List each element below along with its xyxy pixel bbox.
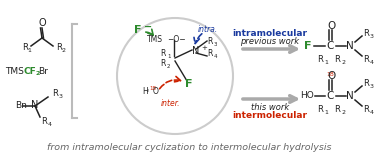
Text: this work: this work	[251, 102, 289, 112]
Text: intra.: intra.	[198, 24, 218, 34]
Text: C: C	[326, 91, 334, 101]
Text: R: R	[363, 29, 369, 37]
Text: 3: 3	[214, 42, 217, 47]
Text: 1: 1	[27, 49, 31, 54]
Text: 18: 18	[326, 73, 334, 78]
Text: R: R	[363, 54, 369, 63]
Text: 4: 4	[370, 59, 374, 64]
Text: R: R	[334, 56, 340, 64]
Text: C: C	[326, 41, 334, 51]
Text: F: F	[185, 79, 193, 89]
Text: R: R	[22, 44, 28, 53]
Text: R: R	[207, 49, 213, 58]
Text: 3: 3	[370, 34, 374, 39]
Text: 1: 1	[167, 54, 170, 59]
Text: 4: 4	[48, 122, 52, 127]
Text: R: R	[317, 56, 323, 64]
Text: previous work: previous work	[240, 37, 299, 46]
Text: ₂: ₂	[147, 88, 149, 93]
Text: R: R	[363, 78, 369, 88]
Text: O: O	[38, 18, 46, 28]
Text: TMS: TMS	[147, 36, 163, 44]
Text: 2: 2	[341, 110, 345, 115]
Text: N: N	[31, 100, 39, 110]
Text: N: N	[346, 41, 354, 51]
Text: inter.: inter.	[160, 100, 180, 109]
Text: R: R	[52, 88, 58, 98]
Text: −: −	[144, 22, 152, 32]
Text: N: N	[192, 46, 200, 56]
Text: intramolecular: intramolecular	[232, 29, 307, 37]
Text: R: R	[160, 49, 166, 58]
Text: R: R	[160, 58, 166, 68]
Text: N: N	[346, 91, 354, 101]
Text: F: F	[134, 25, 142, 35]
Text: Bn: Bn	[15, 102, 27, 110]
Text: 3: 3	[370, 83, 374, 88]
Text: 4: 4	[370, 110, 374, 115]
Text: CF: CF	[24, 66, 37, 76]
Text: R: R	[41, 117, 47, 127]
Text: 18: 18	[149, 86, 156, 91]
Text: O: O	[153, 86, 159, 95]
Text: intermolecular: intermolecular	[232, 110, 307, 119]
Text: R: R	[56, 44, 62, 53]
Text: 2: 2	[61, 49, 65, 54]
Text: H: H	[142, 86, 148, 95]
Text: 2: 2	[167, 63, 170, 68]
Text: −O−: −O−	[167, 36, 186, 44]
Text: 3: 3	[59, 93, 63, 98]
Text: 2: 2	[35, 71, 39, 76]
Text: 2: 2	[341, 61, 345, 66]
Text: F: F	[304, 41, 312, 51]
Text: R: R	[207, 37, 213, 46]
Text: R: R	[334, 105, 340, 115]
Text: R: R	[317, 105, 323, 115]
Text: O: O	[327, 21, 335, 31]
Text: 1: 1	[324, 110, 328, 115]
Text: +: +	[201, 45, 207, 51]
Text: HO: HO	[300, 92, 314, 100]
Text: TMS: TMS	[5, 66, 24, 76]
Text: Br: Br	[38, 66, 48, 76]
Text: 1: 1	[324, 61, 328, 66]
Text: O: O	[328, 71, 336, 81]
Text: 4: 4	[214, 54, 217, 59]
Text: from intramolecular cyclization to intermolecular hydrolysis: from intramolecular cyclization to inter…	[47, 144, 331, 153]
Text: R: R	[363, 105, 369, 114]
